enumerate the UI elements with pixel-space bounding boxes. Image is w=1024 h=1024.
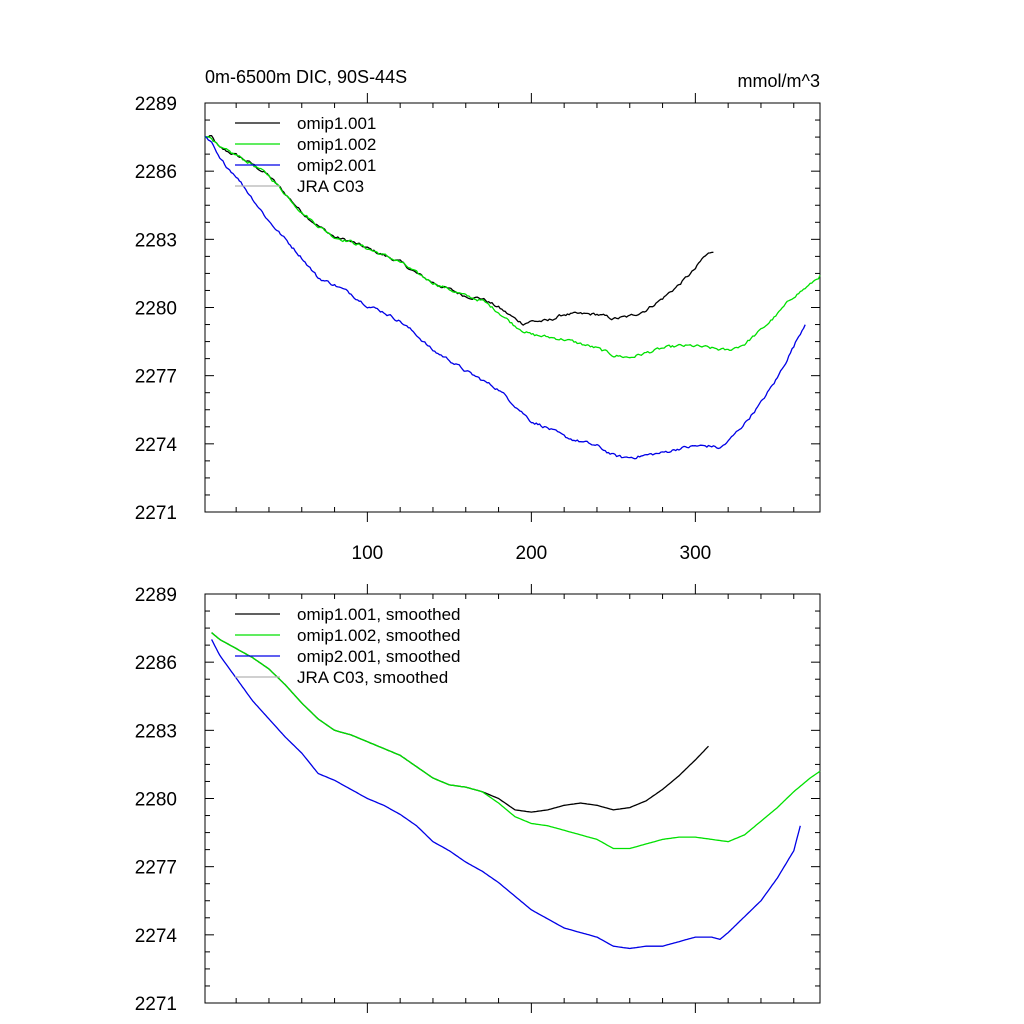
y-tick-label: 2274 bbox=[135, 435, 178, 456]
y-tick-label: 2280 bbox=[135, 299, 177, 320]
x-tick-label: 300 bbox=[680, 543, 712, 564]
legend-label: JRA C03 bbox=[297, 177, 364, 196]
legend-label: omip2.001, smoothed bbox=[297, 647, 461, 666]
y-tick-label: 2286 bbox=[135, 653, 177, 674]
legend-label: omip1.001 bbox=[297, 114, 376, 133]
x-tick-label: 100 bbox=[352, 543, 384, 564]
y-tick-label: 2289 bbox=[135, 94, 177, 115]
legend-label: omip2.001 bbox=[297, 156, 376, 175]
y-tick-label: 2280 bbox=[135, 790, 177, 811]
y-tick-label: 2271 bbox=[135, 503, 177, 524]
y-tick-label: 2277 bbox=[135, 858, 177, 879]
y-tick-label: 2283 bbox=[135, 721, 177, 742]
series-line-green bbox=[211, 632, 821, 850]
top-panel: 2271 2274 2277 2280 2283 2286 2289 100 200 300 omi… bbox=[135, 93, 821, 564]
y-tick-label: 2283 bbox=[135, 230, 177, 251]
x-tick-label: 200 bbox=[516, 543, 548, 564]
y-tick-label: 2289 bbox=[135, 585, 177, 606]
y-tick-label: 2271 bbox=[135, 994, 177, 1015]
legend-label: omip1.002 bbox=[297, 135, 376, 154]
series-line-blue bbox=[204, 135, 806, 460]
series-line-black bbox=[204, 134, 714, 326]
chart-title: 0m-6500m DIC, 90S-44S bbox=[205, 67, 407, 87]
series-line-blue bbox=[211, 639, 801, 950]
bottom-panel: 2271 2274 2277 2280 2283 2286 2289 omip1.001, s… bbox=[135, 584, 821, 1015]
series-line-green bbox=[204, 136, 821, 359]
units-label: mmol/m^3 bbox=[738, 71, 820, 91]
y-tick-label: 2274 bbox=[135, 926, 178, 947]
y-tick-label: 2277 bbox=[135, 367, 177, 388]
legend-label: omip1.002, smoothed bbox=[297, 626, 461, 645]
y-tick-label: 2286 bbox=[135, 162, 177, 183]
legend-label: omip1.001, smoothed bbox=[297, 605, 461, 624]
legend-label: JRA C03, smoothed bbox=[297, 668, 448, 687]
